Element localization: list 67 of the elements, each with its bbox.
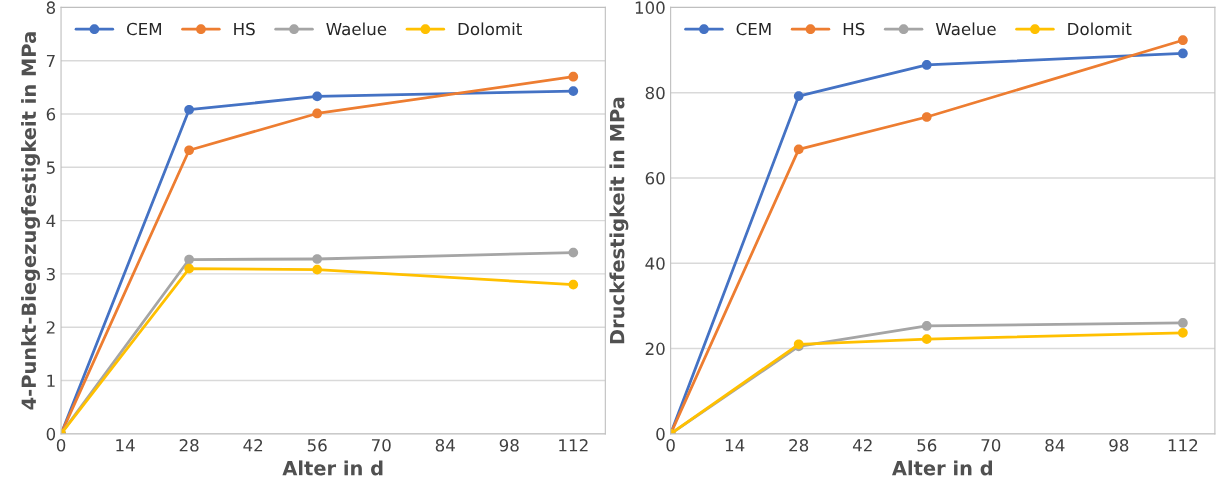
point: [1178, 318, 1188, 328]
point: [921, 334, 932, 345]
y-tick-label: 4: [46, 214, 56, 227]
y-tick-label: 40: [645, 257, 665, 270]
point: [793, 144, 804, 155]
point: [312, 254, 323, 264]
point: [1178, 48, 1188, 59]
legend-label: Waelue: [326, 22, 387, 36]
x-tick-label: 56: [307, 439, 327, 452]
y-tick-label: 100: [635, 1, 665, 14]
point: [568, 86, 579, 96]
x-tick-label: 84: [435, 439, 455, 452]
x-tick-label: 98: [1109, 439, 1129, 452]
y-tick-label: 2: [46, 321, 55, 334]
point: [312, 264, 323, 275]
y-tick-label: 8: [46, 1, 56, 14]
point: [921, 321, 932, 331]
x-tick-label: 0: [666, 439, 675, 452]
y-tick-label: 1: [47, 374, 55, 387]
x-tick-label: 42: [852, 439, 872, 452]
legend-label: CEM: [126, 22, 161, 36]
y-axis-title: 4-Punkt-Biegezugfestigkeit in MPa: [21, 32, 41, 410]
x-tick-label: 70: [981, 439, 1001, 452]
legend-label: Waelue: [935, 22, 996, 36]
x-tick-label: 56: [917, 439, 937, 452]
y-tick-label: 0: [46, 427, 56, 441]
y-tick-label: 7: [46, 54, 55, 68]
point: [1178, 35, 1188, 46]
x-tick-label: 112: [1168, 439, 1198, 452]
legend-label: Dolomit: [1068, 22, 1132, 36]
point: [921, 112, 932, 122]
y-tick-label: 6: [46, 107, 56, 121]
x-tick-label: 42: [243, 439, 263, 452]
x-tick-label: 84: [1045, 439, 1065, 452]
point: [921, 60, 932, 70]
y-axis-title: Druckfestigkeit in MPa: [609, 97, 629, 344]
x-axis-title: Alter in d: [891, 460, 993, 476]
point: [1178, 327, 1188, 338]
point: [184, 263, 194, 274]
x-tick-label: 112: [559, 439, 588, 452]
x-tick-label: 0: [56, 439, 66, 452]
x-tick-label: 28: [179, 439, 199, 452]
point: [568, 71, 579, 82]
y-tick-label: 80: [645, 86, 665, 100]
legend-label: HS: [234, 22, 255, 36]
point: [793, 91, 804, 101]
x-tick-label: 14: [725, 439, 745, 452]
point: [184, 104, 194, 115]
point: [184, 145, 194, 156]
x-tick-label: 14: [116, 439, 135, 452]
point: [184, 254, 194, 265]
y-tick-label: 5: [46, 161, 55, 174]
x-axis-title: Alter in d: [282, 460, 383, 476]
legend-label: CEM: [736, 22, 771, 36]
point: [312, 91, 323, 102]
y-tick-label: 0: [656, 427, 665, 441]
y-tick-label: 60: [645, 171, 665, 185]
y-tick-label: 20: [645, 342, 665, 356]
x-tick-label: 70: [371, 439, 391, 452]
point: [312, 108, 323, 119]
point: [568, 247, 579, 258]
x-tick-label: 98: [499, 439, 519, 452]
legend-label: HS: [843, 22, 865, 36]
y-tick-label: 3: [46, 267, 55, 281]
x-tick-label: 28: [789, 439, 809, 452]
point: [568, 279, 579, 290]
legend-label: Dolomit: [458, 22, 522, 36]
